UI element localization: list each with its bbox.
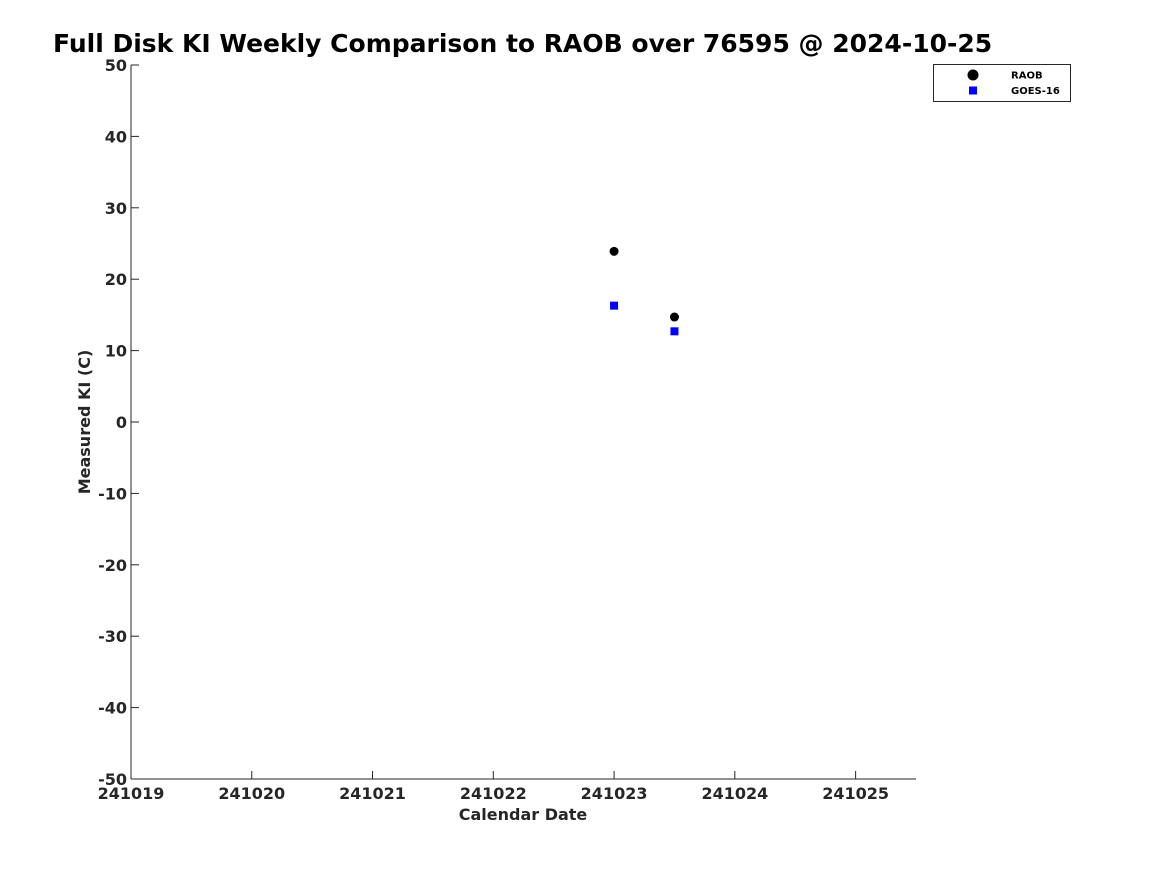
x-tick-label: 241024 <box>701 784 768 803</box>
x-axis-label: Calendar Date <box>459 805 588 824</box>
y-axis-label: Measured KI (C) <box>75 350 94 495</box>
x-tick-label: 241021 <box>339 784 406 803</box>
legend-box <box>933 64 1071 102</box>
y-tick-label: 40 <box>105 127 127 146</box>
y-tick-label: 50 <box>105 56 127 75</box>
y-tick-label: -10 <box>98 484 127 503</box>
legend-marker-goes-16 <box>969 86 977 95</box>
y-tick-label: 30 <box>105 199 127 218</box>
x-ticks: 241019 241020 241021 241022 241023 241024 2410… <box>98 771 889 803</box>
chart-title: Full Disk KI Weekly Comparison to RAOB o… <box>53 29 992 58</box>
data-point-goes-16 <box>610 301 619 310</box>
y-tick-label: 0 <box>116 413 127 432</box>
x-tick-label: 241022 <box>460 784 527 803</box>
data-point-raob <box>669 312 679 322</box>
y-tick-label: -50 <box>98 770 127 789</box>
y-tick-label: 10 <box>105 342 127 361</box>
x-tick-label: 241019 <box>98 784 165 803</box>
y-tick-label: -20 <box>98 556 127 575</box>
y-tick-label: -40 <box>98 699 127 718</box>
y-ticks: -50 -40 -30 -20 -10 0 10 20 30 40 50 <box>98 56 139 789</box>
legend-label-goes-16: GOES-16 <box>1011 86 1060 97</box>
legend-items: RAOB GOES-16 <box>967 69 1060 97</box>
x-tick-label: 241020 <box>218 784 285 803</box>
x-tick-label: 241023 <box>581 784 648 803</box>
data-points <box>609 246 679 336</box>
legend-marker-raob <box>967 69 979 81</box>
legend-label-raob: RAOB <box>1011 71 1043 82</box>
y-tick-label: 20 <box>105 270 127 289</box>
axes <box>130 65 916 780</box>
legend: RAOB GOES-16 <box>933 64 1071 102</box>
data-point-raob <box>609 246 619 256</box>
y-tick-label: -30 <box>98 627 127 646</box>
x-tick-label: 241025 <box>822 784 889 803</box>
data-point-goes-16 <box>670 327 679 336</box>
